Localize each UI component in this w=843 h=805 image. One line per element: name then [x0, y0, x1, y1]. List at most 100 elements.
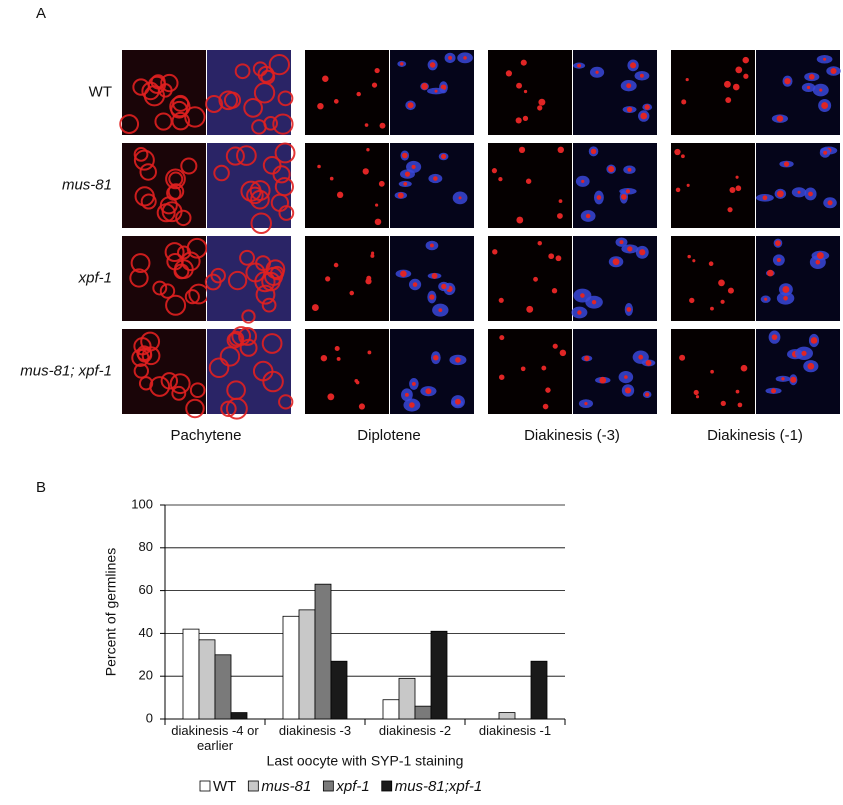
signal — [277, 90, 294, 107]
x-tick-wrap: diakinesis -3 — [279, 723, 351, 738]
signal — [630, 62, 637, 69]
legend-swatch — [322, 780, 334, 792]
signal — [743, 73, 749, 79]
bar — [282, 615, 300, 720]
legend-swatch — [247, 780, 259, 792]
signal — [533, 276, 538, 282]
micrograph — [756, 329, 840, 414]
signal — [685, 77, 689, 82]
signal — [152, 280, 168, 296]
signal — [333, 262, 339, 268]
signal — [404, 171, 411, 177]
signal — [355, 380, 360, 385]
signal — [374, 67, 380, 74]
micrograph — [207, 142, 296, 235]
signal — [679, 354, 686, 361]
signal — [801, 350, 807, 356]
micrograph — [305, 50, 389, 135]
signal — [674, 148, 681, 156]
x-tick-label: diakinesis -2 — [378, 723, 452, 738]
signal — [520, 366, 526, 372]
signal — [776, 115, 784, 122]
micrograph — [488, 329, 572, 414]
signal — [333, 99, 339, 104]
signal — [555, 255, 562, 262]
signal — [433, 176, 438, 181]
signal — [412, 282, 418, 287]
signal — [336, 191, 344, 199]
signal — [551, 288, 558, 294]
signal — [448, 55, 453, 60]
image-bg — [671, 143, 755, 228]
signal — [498, 374, 505, 380]
signal — [720, 400, 726, 406]
bar — [530, 660, 548, 720]
legend-swatch — [199, 780, 211, 792]
signal — [255, 284, 276, 305]
signal — [371, 82, 378, 88]
signal — [210, 267, 226, 284]
y-tick-label: 0 — [146, 710, 153, 725]
signal — [425, 388, 432, 395]
panel-label: A — [36, 5, 46, 22]
signal — [401, 152, 408, 159]
signal — [261, 271, 281, 292]
signal — [177, 245, 192, 260]
signal — [441, 283, 447, 290]
signal — [411, 381, 416, 386]
signal — [515, 117, 522, 124]
signal — [612, 258, 620, 266]
signal — [262, 155, 282, 175]
bar — [430, 630, 448, 720]
signal — [810, 337, 818, 344]
signal — [499, 335, 505, 341]
signal — [525, 178, 532, 184]
signal — [175, 209, 192, 227]
signal — [240, 180, 262, 202]
signal — [790, 376, 797, 383]
signal — [246, 186, 264, 205]
signal — [156, 203, 176, 223]
signal — [526, 305, 534, 313]
signal — [645, 392, 650, 397]
signal — [742, 56, 749, 64]
signal — [320, 354, 328, 362]
y-tick-label: 80 — [139, 539, 153, 554]
signal — [371, 251, 375, 255]
signal — [771, 334, 778, 340]
signal — [625, 189, 631, 194]
signal — [518, 146, 526, 154]
signal — [234, 63, 251, 80]
signal — [639, 249, 646, 256]
bar — [214, 654, 232, 720]
signal — [797, 190, 801, 194]
signal — [165, 168, 186, 190]
x-tick-label: diakinesis -1 — [478, 723, 552, 738]
signal — [783, 295, 788, 301]
signal — [257, 65, 275, 83]
signal — [821, 102, 829, 109]
micrograph — [204, 236, 291, 324]
signal — [784, 77, 791, 85]
signal — [516, 216, 524, 224]
signal — [608, 165, 615, 173]
signal — [261, 333, 283, 354]
image-bg — [756, 236, 840, 321]
micrograph — [756, 143, 840, 228]
signal — [557, 213, 563, 219]
signal — [227, 270, 248, 291]
micrograph — [205, 50, 294, 135]
signal — [823, 150, 828, 155]
signal — [184, 289, 200, 305]
y-tick-label: 40 — [139, 625, 153, 640]
micrograph — [756, 50, 841, 135]
signal — [133, 147, 149, 162]
signal — [740, 364, 748, 372]
signal — [397, 192, 404, 199]
signal — [362, 168, 369, 175]
signal — [620, 193, 627, 200]
signal — [365, 278, 372, 285]
micrograph — [573, 50, 657, 135]
signal — [370, 253, 375, 258]
image-bg — [207, 143, 291, 228]
